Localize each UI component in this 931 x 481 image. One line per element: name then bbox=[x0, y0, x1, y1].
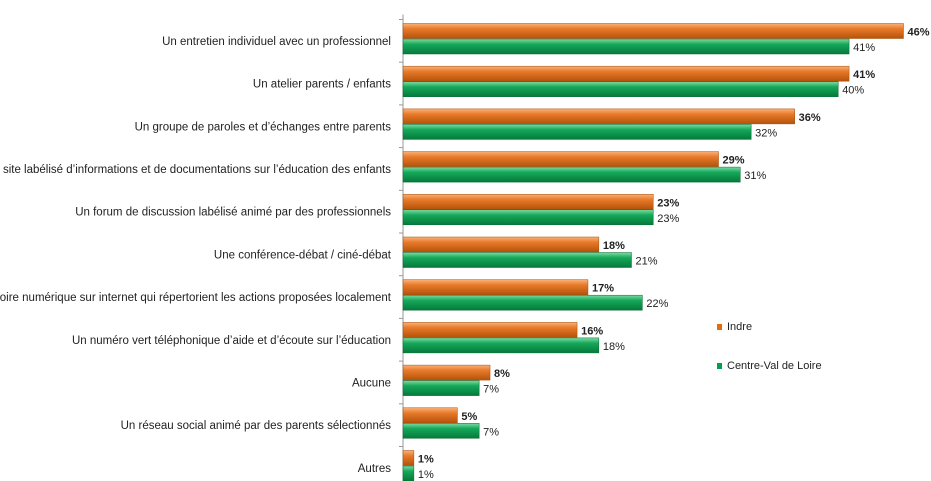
category-label: Un site labélisé d’informations et de do… bbox=[0, 164, 391, 176]
data-label: 22% bbox=[646, 298, 668, 310]
legend-swatch bbox=[717, 324, 722, 330]
bar-centre-val-de-loire bbox=[402, 337, 600, 354]
bar-centre-val-de-loire bbox=[402, 38, 850, 55]
legend-swatch bbox=[717, 363, 722, 369]
category-label: Un réseau social animé par des parents s… bbox=[121, 420, 392, 432]
category-label: Un répertoire numérique sur internet qui… bbox=[0, 292, 392, 304]
data-label: 41% bbox=[853, 69, 875, 81]
bar-centre-val-de-loire bbox=[402, 294, 643, 311]
category-label: Aucune bbox=[352, 377, 391, 389]
bar-indre bbox=[402, 23, 904, 39]
legend-label: Centre-Val de Loire bbox=[727, 360, 822, 372]
data-label: 8% bbox=[494, 368, 510, 380]
data-label: 7% bbox=[483, 426, 499, 438]
category-label: Une conférence-débat / ciné-débat bbox=[214, 249, 392, 261]
data-label: 32% bbox=[755, 127, 777, 139]
bar-indre bbox=[402, 322, 578, 338]
bars-layer bbox=[402, 23, 904, 481]
category-label: Un atelier parents / enfants bbox=[253, 79, 391, 91]
data-label: 17% bbox=[592, 283, 614, 295]
legend-label: Indre bbox=[727, 321, 752, 333]
data-label: 29% bbox=[723, 155, 745, 167]
bar-indre bbox=[402, 450, 415, 466]
bar-centre-val-de-loire bbox=[402, 423, 480, 439]
category-label: Un forum de discussion labélisé animé pa… bbox=[75, 207, 391, 219]
bar-centre-val-de-loire bbox=[402, 380, 480, 396]
data-label: 5% bbox=[461, 411, 477, 423]
data-label: 18% bbox=[603, 341, 625, 353]
data-label: 1% bbox=[418, 469, 434, 481]
data-label: 40% bbox=[842, 85, 864, 97]
data-label: 46% bbox=[907, 27, 929, 39]
data-label: 23% bbox=[657, 197, 679, 209]
bar-indre bbox=[402, 279, 589, 295]
bar-centre-val-de-loire bbox=[402, 252, 632, 268]
bar-indre bbox=[402, 236, 600, 253]
category-label: Un groupe de paroles et d’échanges entre… bbox=[135, 121, 392, 133]
data-label: 21% bbox=[635, 256, 657, 268]
data-label: 36% bbox=[799, 112, 821, 124]
labels-layer: Un entretien individuel avec un professi… bbox=[0, 27, 930, 481]
category-label: Autres bbox=[358, 463, 391, 475]
data-label: 18% bbox=[603, 240, 625, 252]
data-label: 7% bbox=[483, 384, 499, 396]
data-label: 1% bbox=[418, 454, 434, 466]
bar-centre-val-de-loire bbox=[402, 166, 741, 183]
bar-indre bbox=[402, 407, 458, 424]
bar-centre-val-de-loire bbox=[402, 465, 415, 481]
data-label: 41% bbox=[853, 42, 875, 54]
bar-indre bbox=[402, 65, 850, 82]
category-label: Un entretien individuel avec un professi… bbox=[162, 36, 391, 48]
data-label: 16% bbox=[581, 325, 603, 337]
data-label: 31% bbox=[744, 170, 766, 182]
legend: Indre Centre-Val de Loire bbox=[717, 321, 822, 372]
bar-centre-val-de-loire bbox=[402, 209, 654, 226]
axis-layer bbox=[399, 14, 404, 481]
bar-indre bbox=[402, 108, 795, 125]
data-label: 23% bbox=[657, 213, 679, 225]
bar-indre bbox=[402, 364, 491, 381]
bar-centre-val-de-loire bbox=[402, 124, 752, 140]
bar-indre bbox=[402, 151, 719, 167]
bar-indre bbox=[402, 194, 654, 210]
category-label: Un numéro vert téléphonique d’aide et d’… bbox=[72, 335, 391, 347]
bar-centre-val-de-loire bbox=[402, 81, 839, 97]
